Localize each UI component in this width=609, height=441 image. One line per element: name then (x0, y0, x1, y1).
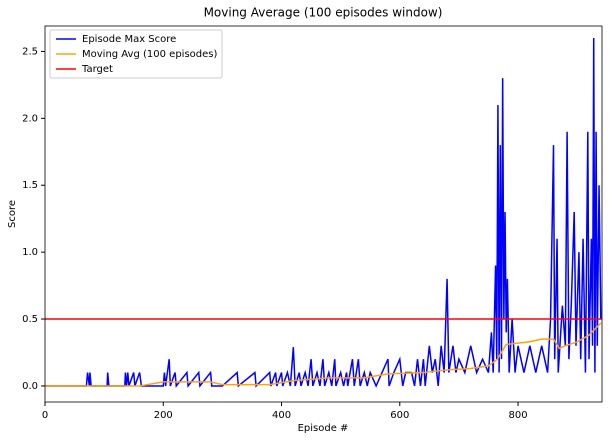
y-tick-label: 0.5 (22, 314, 38, 325)
series-line (45, 322, 602, 387)
y-tick-label: 0.0 (22, 381, 38, 392)
y-axis-label: Score (7, 200, 18, 228)
x-tick-label: 600 (390, 410, 409, 421)
x-tick-label: 0 (42, 410, 48, 421)
y-tick-label: 1.0 (22, 247, 38, 258)
legend-label: Target (81, 64, 113, 75)
y-tick-label: 2.5 (22, 46, 38, 57)
x-axis-label: Episode # (298, 423, 349, 434)
x-tick-label: 800 (508, 410, 527, 421)
y-tick-label: 2.0 (22, 113, 38, 124)
series-line (45, 38, 602, 388)
legend-label: Episode Max Score (82, 34, 176, 45)
y-tick-label: 1.5 (22, 180, 38, 191)
legend-label: Moving Avg (100 episodes) (82, 49, 217, 60)
x-tick-label: 200 (154, 410, 173, 421)
chart-title: Moving Average (100 episodes window) (204, 6, 443, 20)
x-tick-label: 400 (272, 410, 291, 421)
plot-frame (44, 25, 603, 403)
legend-box (49, 29, 223, 79)
